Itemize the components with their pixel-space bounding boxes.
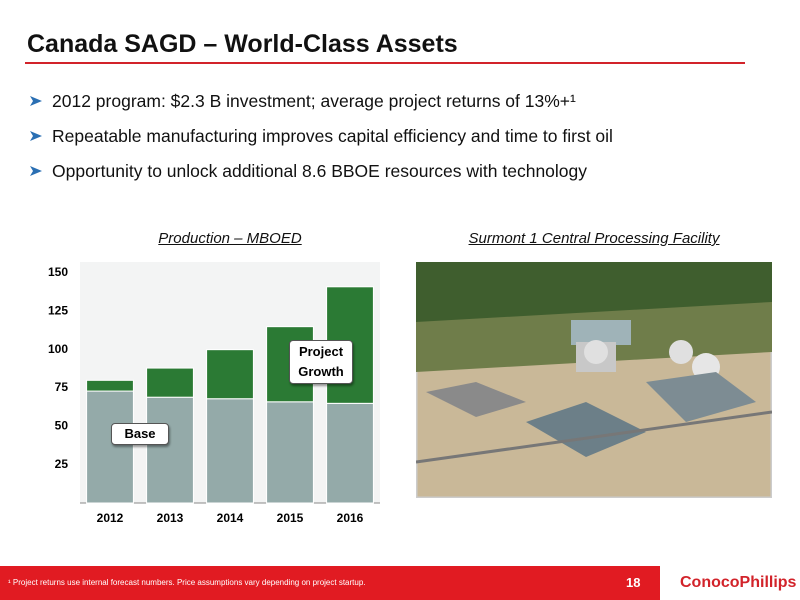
bar-segment — [266, 401, 314, 504]
x-tick-label: 2015 — [277, 511, 304, 525]
bar-segment — [206, 398, 254, 504]
x-tick-label: 2014 — [217, 511, 244, 525]
chart-title: Production – MBOED — [158, 230, 302, 247]
chart: 25 50 75 100 125 150 2012 2013 2014 2015 2016 — [48, 262, 380, 525]
y-tick-label: 125 — [48, 304, 68, 318]
footnote: ¹ Project returns use internal forecast … — [8, 578, 366, 587]
x-tick-label: 2012 — [97, 511, 124, 525]
logo: ConocoPhillips — [680, 574, 797, 591]
bullet-text: 2012 program: $2.3 B investment; average… — [52, 91, 576, 111]
bar-segment — [86, 379, 134, 392]
photo-caption: Surmont 1 Central Processing Facility — [468, 230, 720, 247]
bar-segment — [146, 367, 194, 398]
bar-segment — [206, 349, 254, 400]
page-number: 18 — [626, 575, 641, 590]
bullet-text: Opportunity to unlock additional 8.6 BBO… — [52, 161, 588, 181]
y-tick-label: 50 — [55, 419, 69, 433]
footer-bar — [0, 566, 660, 600]
bullet-icon — [30, 166, 42, 176]
bar-segment — [146, 396, 194, 504]
x-tick-label: 2016 — [337, 511, 364, 525]
bullet-text: Repeatable manufacturing improves capita… — [52, 126, 613, 146]
bullet-icon — [30, 96, 42, 106]
bar-segment — [86, 390, 134, 504]
y-tick-label: 150 — [48, 265, 68, 279]
facility-photo — [416, 262, 772, 498]
series-label: Base — [111, 423, 169, 445]
slide-title: Canada SAGD – World-Class Assets — [27, 30, 458, 58]
y-tick-label: 75 — [55, 380, 69, 394]
y-tick-label: 25 — [55, 457, 69, 471]
y-tick-label: 100 — [48, 342, 68, 356]
bar-segment — [326, 402, 374, 504]
title-rule — [25, 62, 745, 64]
bullet-icon — [30, 131, 42, 141]
x-tick-label: 2013 — [157, 511, 184, 525]
series-label: Project Growth — [289, 340, 353, 384]
